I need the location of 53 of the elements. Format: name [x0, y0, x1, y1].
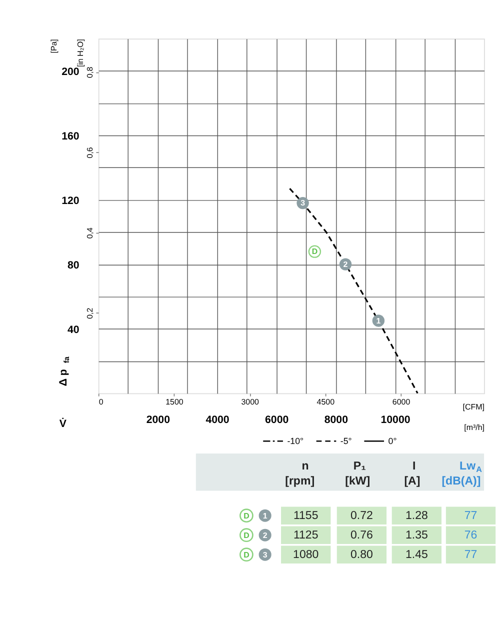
y2-tick-label: 0,6 [86, 146, 95, 158]
text: 1 [262, 511, 268, 520]
y-tick-label: 120 [62, 194, 80, 207]
x-axis-title: [m³/h] [464, 423, 484, 432]
y2-tick-label: 0,8 [86, 66, 95, 78]
text: D [244, 530, 250, 540]
text: 1080 [293, 549, 319, 562]
x2-tick-label: 3000 [241, 397, 260, 406]
x-tick-label: 2000 [146, 414, 170, 426]
y-axis-title: [Pa] [49, 39, 58, 54]
annotation: 3 [300, 198, 306, 208]
x-tick-label: 8000 [324, 414, 348, 426]
x2-axis-title: [CFM] [462, 402, 484, 412]
x2-tick-label: 0 [98, 397, 104, 406]
text: 0.80 [350, 549, 373, 562]
text: 77 [464, 549, 478, 562]
x-tick-label: 10000 [380, 414, 410, 426]
y2-axis-title: [in H₂O] [76, 39, 85, 67]
y-tick-label: 40 [68, 324, 80, 336]
x2-tick-label: 4500 [316, 397, 336, 406]
y2-tick-label: 0,4 [86, 226, 95, 239]
y-tick-label: 160 [62, 130, 80, 142]
text: n [rpm] [285, 460, 315, 488]
text: 1.35 [405, 530, 428, 542]
legend-label: -10° [287, 436, 304, 446]
text: 1125 [293, 530, 318, 542]
text: I [A] [404, 460, 420, 488]
x2-tick-label: 1500 [166, 397, 184, 406]
annotation: 2 [343, 260, 348, 269]
y-tick-label: 80 [68, 259, 80, 272]
x-tick-label: 4000 [206, 414, 230, 426]
text: 77 [464, 510, 478, 522]
x-tick-label: 6000 [265, 414, 289, 426]
text: 1.45 [405, 549, 428, 562]
text: 1155 [293, 510, 318, 522]
text: 2 [262, 530, 268, 540]
text: 0.76 [350, 530, 373, 542]
y-tick-label: 200 [62, 66, 80, 78]
text: 76 [464, 530, 478, 542]
text: D [244, 511, 250, 520]
x2-tick-label: 6000 [392, 397, 411, 406]
annotation: 1 [376, 316, 382, 326]
text: 0.72 [350, 510, 373, 522]
line-series [288, 188, 418, 394]
text: V̇ [59, 417, 68, 430]
legend-label: -5° [340, 436, 352, 446]
text: P₁ [kW] [345, 460, 370, 488]
y2-tick-label: 0,2 [86, 307, 95, 319]
text: 1.28 [405, 510, 428, 522]
annotation: D [312, 247, 318, 256]
text: D [244, 550, 250, 560]
legend-label: 0° [388, 436, 398, 446]
text: 3 [262, 550, 268, 560]
